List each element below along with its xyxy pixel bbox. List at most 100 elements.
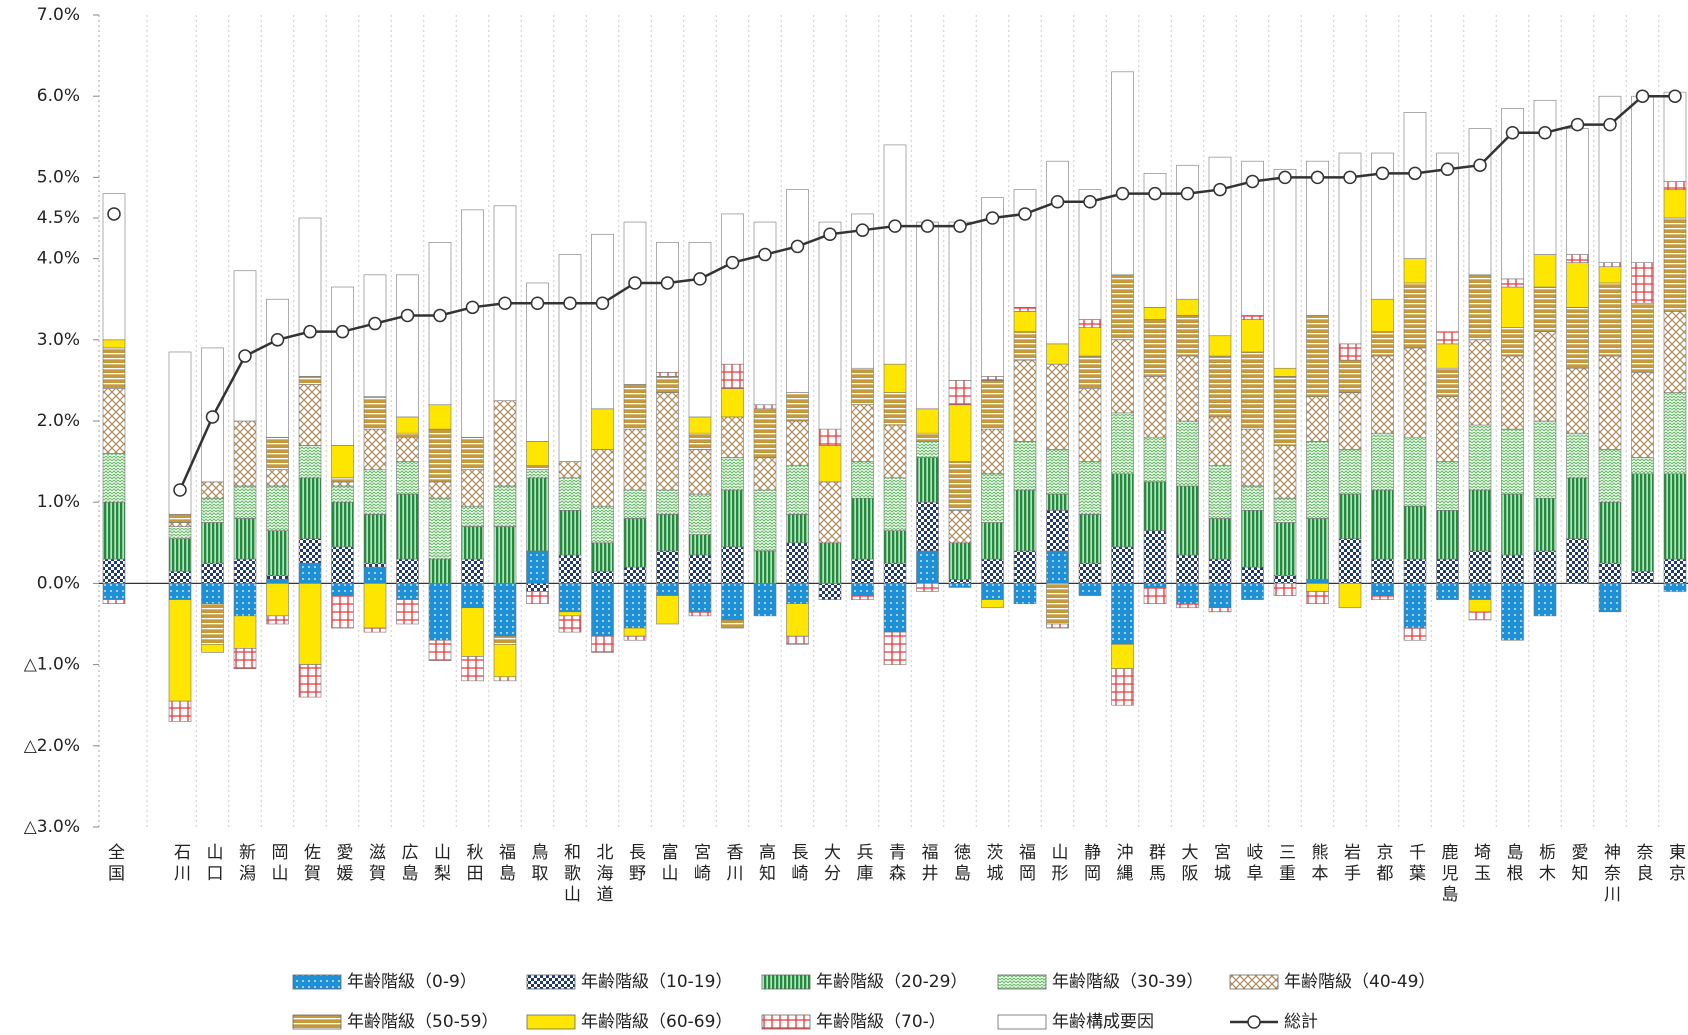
bar-segment <box>1598 501 1622 564</box>
bar-segment <box>851 558 874 584</box>
bar-segment <box>526 465 549 471</box>
bar-segment <box>233 518 257 560</box>
bar-segment <box>298 538 322 564</box>
x-tick-label: 長野 <box>625 843 646 885</box>
total-marker <box>920 219 935 233</box>
bar-segment <box>786 189 809 393</box>
legend-swatch <box>292 974 342 990</box>
bar-segment <box>981 522 1004 560</box>
x-tick-label: 徳島 <box>950 843 971 885</box>
bar-segment <box>1306 579 1329 584</box>
bar-segment <box>461 469 484 507</box>
legend-swatch <box>997 974 1047 990</box>
bar-segment <box>1111 339 1134 414</box>
bar-segment <box>1208 355 1232 418</box>
x-tick-label: 熊本 <box>1308 843 1329 885</box>
x-tick-label: 高知 <box>755 843 776 885</box>
bar-segment <box>1111 668 1134 706</box>
x-tick-label: 秋田 <box>463 843 484 885</box>
bar-segment <box>428 583 452 641</box>
bar-segment <box>298 583 322 665</box>
x-tick-label: 兵庫 <box>853 843 874 885</box>
bar-segment <box>1533 286 1557 332</box>
y-tick-label: 7.0% <box>37 5 80 25</box>
bar-segment <box>1078 461 1102 515</box>
bar-segment <box>1046 449 1069 495</box>
total-marker <box>888 219 902 233</box>
x-tick-label: 山形 <box>1048 843 1069 885</box>
bar-segment <box>363 583 387 629</box>
bar-segment <box>102 599 126 605</box>
bar-segment <box>266 485 289 531</box>
bar-segment <box>981 473 1004 523</box>
bar-segment <box>753 583 777 617</box>
bar-segment <box>753 408 777 458</box>
bar-segment <box>1533 99 1557 255</box>
bar-segment <box>558 461 582 479</box>
bar-segment <box>916 583 939 592</box>
bar-segment <box>1468 274 1492 341</box>
bar-segment <box>948 542 972 580</box>
bar-segment <box>1078 189 1102 320</box>
bar-segment <box>1403 282 1427 349</box>
bar-segment <box>818 221 842 430</box>
total-marker <box>985 211 1000 225</box>
bar-segment <box>688 449 712 495</box>
y-tick-label: 4.5% <box>37 208 80 228</box>
bar-segment <box>721 457 744 491</box>
bar-segment <box>1371 595 1394 600</box>
bar-segment <box>1013 189 1037 308</box>
total-marker <box>660 276 675 290</box>
total-marker <box>855 223 870 237</box>
legend-swatch <box>761 974 811 990</box>
bar-segment <box>1338 343 1362 361</box>
bar-segment <box>461 436 484 471</box>
bar-segment <box>1501 493 1524 556</box>
bar-segment <box>753 221 777 406</box>
x-tick-label: 鹿児島 <box>1438 843 1459 906</box>
bar-segment <box>883 583 907 633</box>
bar-segment <box>591 583 614 637</box>
bar-segment <box>1046 550 1069 584</box>
bar-segment <box>201 603 224 645</box>
total-marker <box>758 247 772 262</box>
x-tick-label: 宮城 <box>1210 843 1231 885</box>
bar-segment <box>721 489 744 548</box>
bar-segment <box>298 217 322 377</box>
bar-segment <box>266 579 289 584</box>
total-marker <box>1473 158 1487 172</box>
bar-segment <box>266 469 289 487</box>
total-marker <box>465 300 480 315</box>
y-tick-label: 0.0% <box>37 573 80 593</box>
total-marker <box>1375 166 1390 181</box>
bar-segment <box>1273 445 1297 499</box>
bar-segment <box>233 558 257 584</box>
bar-segment <box>883 392 907 426</box>
bar-segment <box>656 550 679 584</box>
bar-segment <box>851 367 874 406</box>
bar-segment <box>396 274 419 418</box>
bar-segment <box>1566 307 1589 369</box>
bar-segment <box>981 197 1004 377</box>
bar-segment <box>1046 493 1069 511</box>
bar-segment <box>363 274 387 397</box>
bar-segment <box>461 209 484 438</box>
bar-segment <box>1501 286 1524 328</box>
bar-segment <box>851 404 874 462</box>
bar-segment <box>1566 367 1589 434</box>
x-tick-label: 静岡 <box>1080 843 1101 885</box>
bar-segment <box>1176 603 1199 609</box>
total-marker <box>823 227 837 241</box>
bar-segment <box>948 510 972 544</box>
x-tick-label: 岩手 <box>1340 843 1361 885</box>
bar-segment <box>493 635 517 645</box>
bar-segment <box>1208 416 1232 466</box>
bar-segment <box>396 416 419 434</box>
bar-segment <box>1371 489 1394 560</box>
bar-segment <box>1631 262 1654 304</box>
total-marker <box>433 308 447 323</box>
bar-segment <box>102 339 126 349</box>
bar-segment <box>1078 327 1102 357</box>
bar-segment <box>201 522 224 564</box>
bar-segment <box>1241 485 1264 511</box>
